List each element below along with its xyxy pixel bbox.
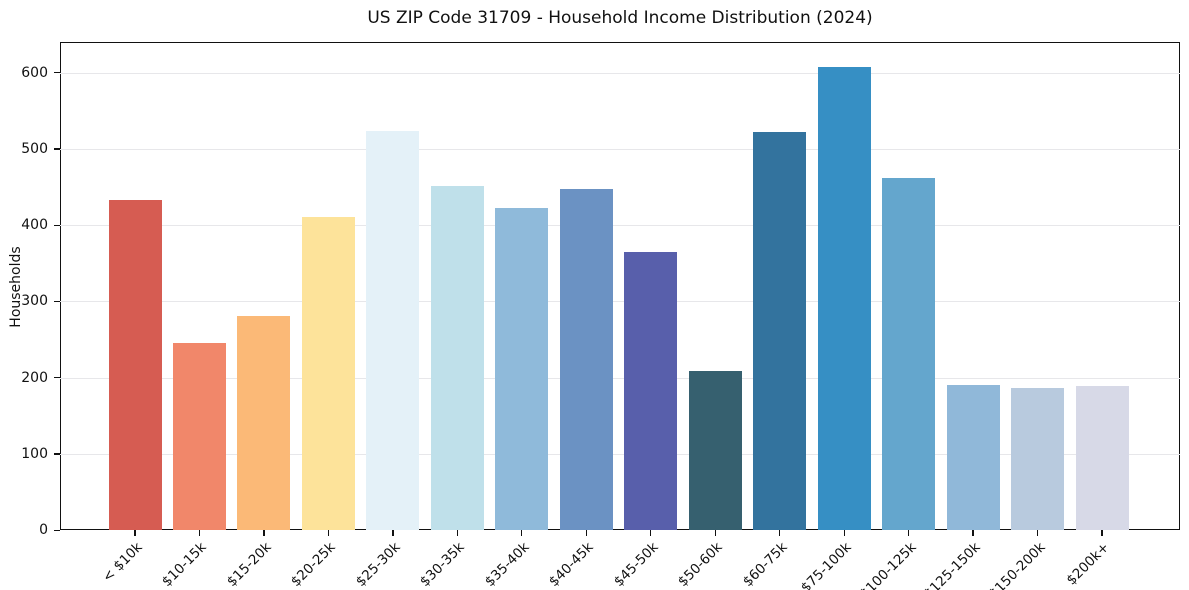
gridline	[60, 148, 1180, 150]
bar	[753, 131, 807, 530]
y-tick	[54, 72, 60, 74]
y-tick	[54, 300, 60, 303]
x-tick	[521, 530, 523, 536]
x-tick	[714, 530, 716, 536]
y-tick-label: 0	[39, 522, 48, 538]
x-tick	[585, 530, 587, 536]
y-tick	[54, 529, 60, 531]
y-tick-label: 600	[21, 64, 48, 81]
x-tick	[650, 530, 652, 536]
x-tick	[392, 530, 394, 536]
x-tick	[198, 530, 201, 536]
gridline	[60, 453, 1180, 455]
gridline	[60, 301, 1180, 303]
y-tick-label: 100	[21, 445, 48, 462]
y-tick	[54, 377, 60, 379]
y-tick	[54, 148, 60, 150]
y-tick-label: 300	[21, 293, 48, 310]
bar	[430, 186, 484, 530]
bar	[172, 343, 226, 530]
bar	[817, 67, 871, 530]
bar	[495, 208, 549, 530]
chart-title: US ZIP Code 31709 - Household Income Dis…	[367, 8, 873, 28]
bar	[1075, 385, 1129, 530]
x-tick	[263, 530, 265, 536]
x-tick	[1036, 530, 1039, 536]
gridline	[60, 72, 1180, 74]
gridline	[60, 225, 1180, 226]
x-tick	[972, 530, 974, 536]
bar	[237, 315, 291, 530]
bar	[559, 189, 613, 530]
x-tick	[456, 530, 458, 536]
bar	[1011, 388, 1065, 530]
y-tick	[54, 224, 60, 226]
bar	[688, 371, 742, 530]
x-tick	[843, 530, 845, 536]
bar	[366, 131, 420, 530]
bar	[624, 251, 678, 530]
y-tick	[54, 453, 60, 455]
bar	[946, 385, 1000, 530]
x-tick	[907, 530, 910, 536]
y-tick-label: 200	[21, 369, 48, 386]
x-tick	[327, 530, 330, 536]
x-tick	[1101, 530, 1103, 536]
gridline	[60, 377, 1180, 379]
x-tick	[779, 530, 781, 536]
bar	[882, 177, 936, 530]
bar	[301, 216, 355, 530]
x-tick	[134, 530, 136, 536]
y-tick-label: 500	[21, 140, 48, 157]
y-tick-label: 400	[21, 217, 48, 233]
x-tick-label: < $10k	[99, 539, 146, 586]
bar	[108, 199, 162, 530]
